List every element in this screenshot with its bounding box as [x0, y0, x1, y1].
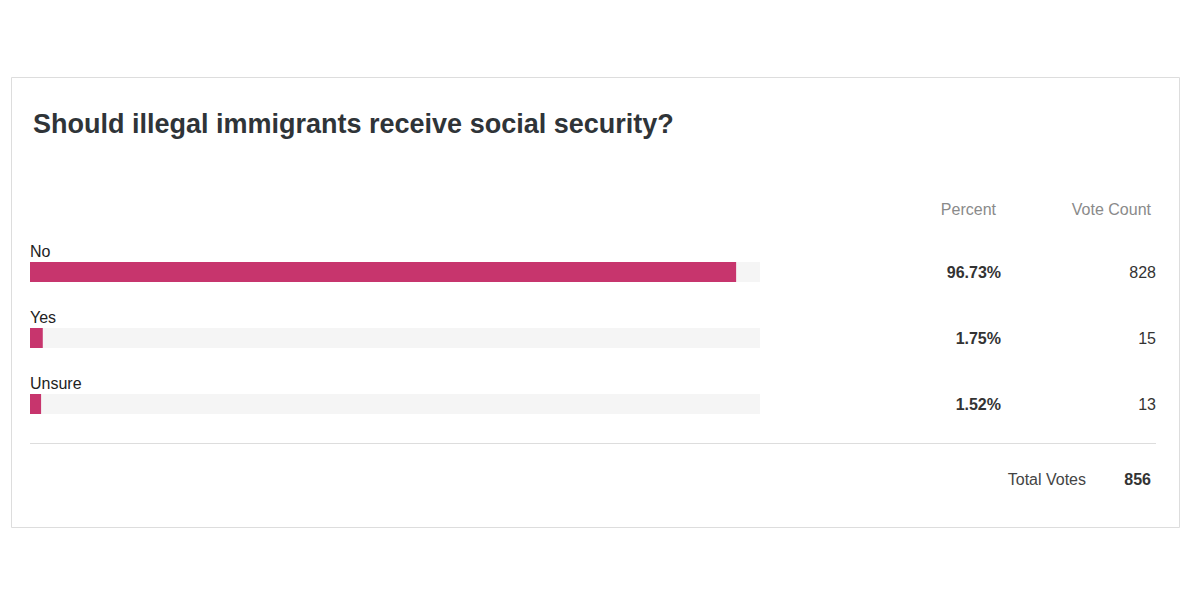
svg-text:856: 856 [1124, 471, 1151, 488]
svg-text:1.75%: 1.75% [956, 330, 1001, 347]
svg-text:Percent: Percent [941, 201, 997, 218]
svg-text:15: 15 [1138, 330, 1156, 347]
svg-text:Should illegal immigrants rece: Should illegal immigrants receive social… [33, 109, 674, 139]
svg-text:96.73%: 96.73% [947, 264, 1001, 281]
svg-text:828: 828 [1129, 264, 1156, 281]
svg-text:Unsure: Unsure [30, 375, 82, 392]
svg-text:Total Votes: Total Votes [1008, 471, 1086, 488]
svg-text:Vote Count: Vote Count [1072, 201, 1152, 218]
svg-text:13: 13 [1138, 396, 1156, 413]
svg-text:No: No [30, 243, 51, 260]
svg-text:Yes: Yes [30, 309, 56, 326]
svg-text:1.52%: 1.52% [956, 396, 1001, 413]
